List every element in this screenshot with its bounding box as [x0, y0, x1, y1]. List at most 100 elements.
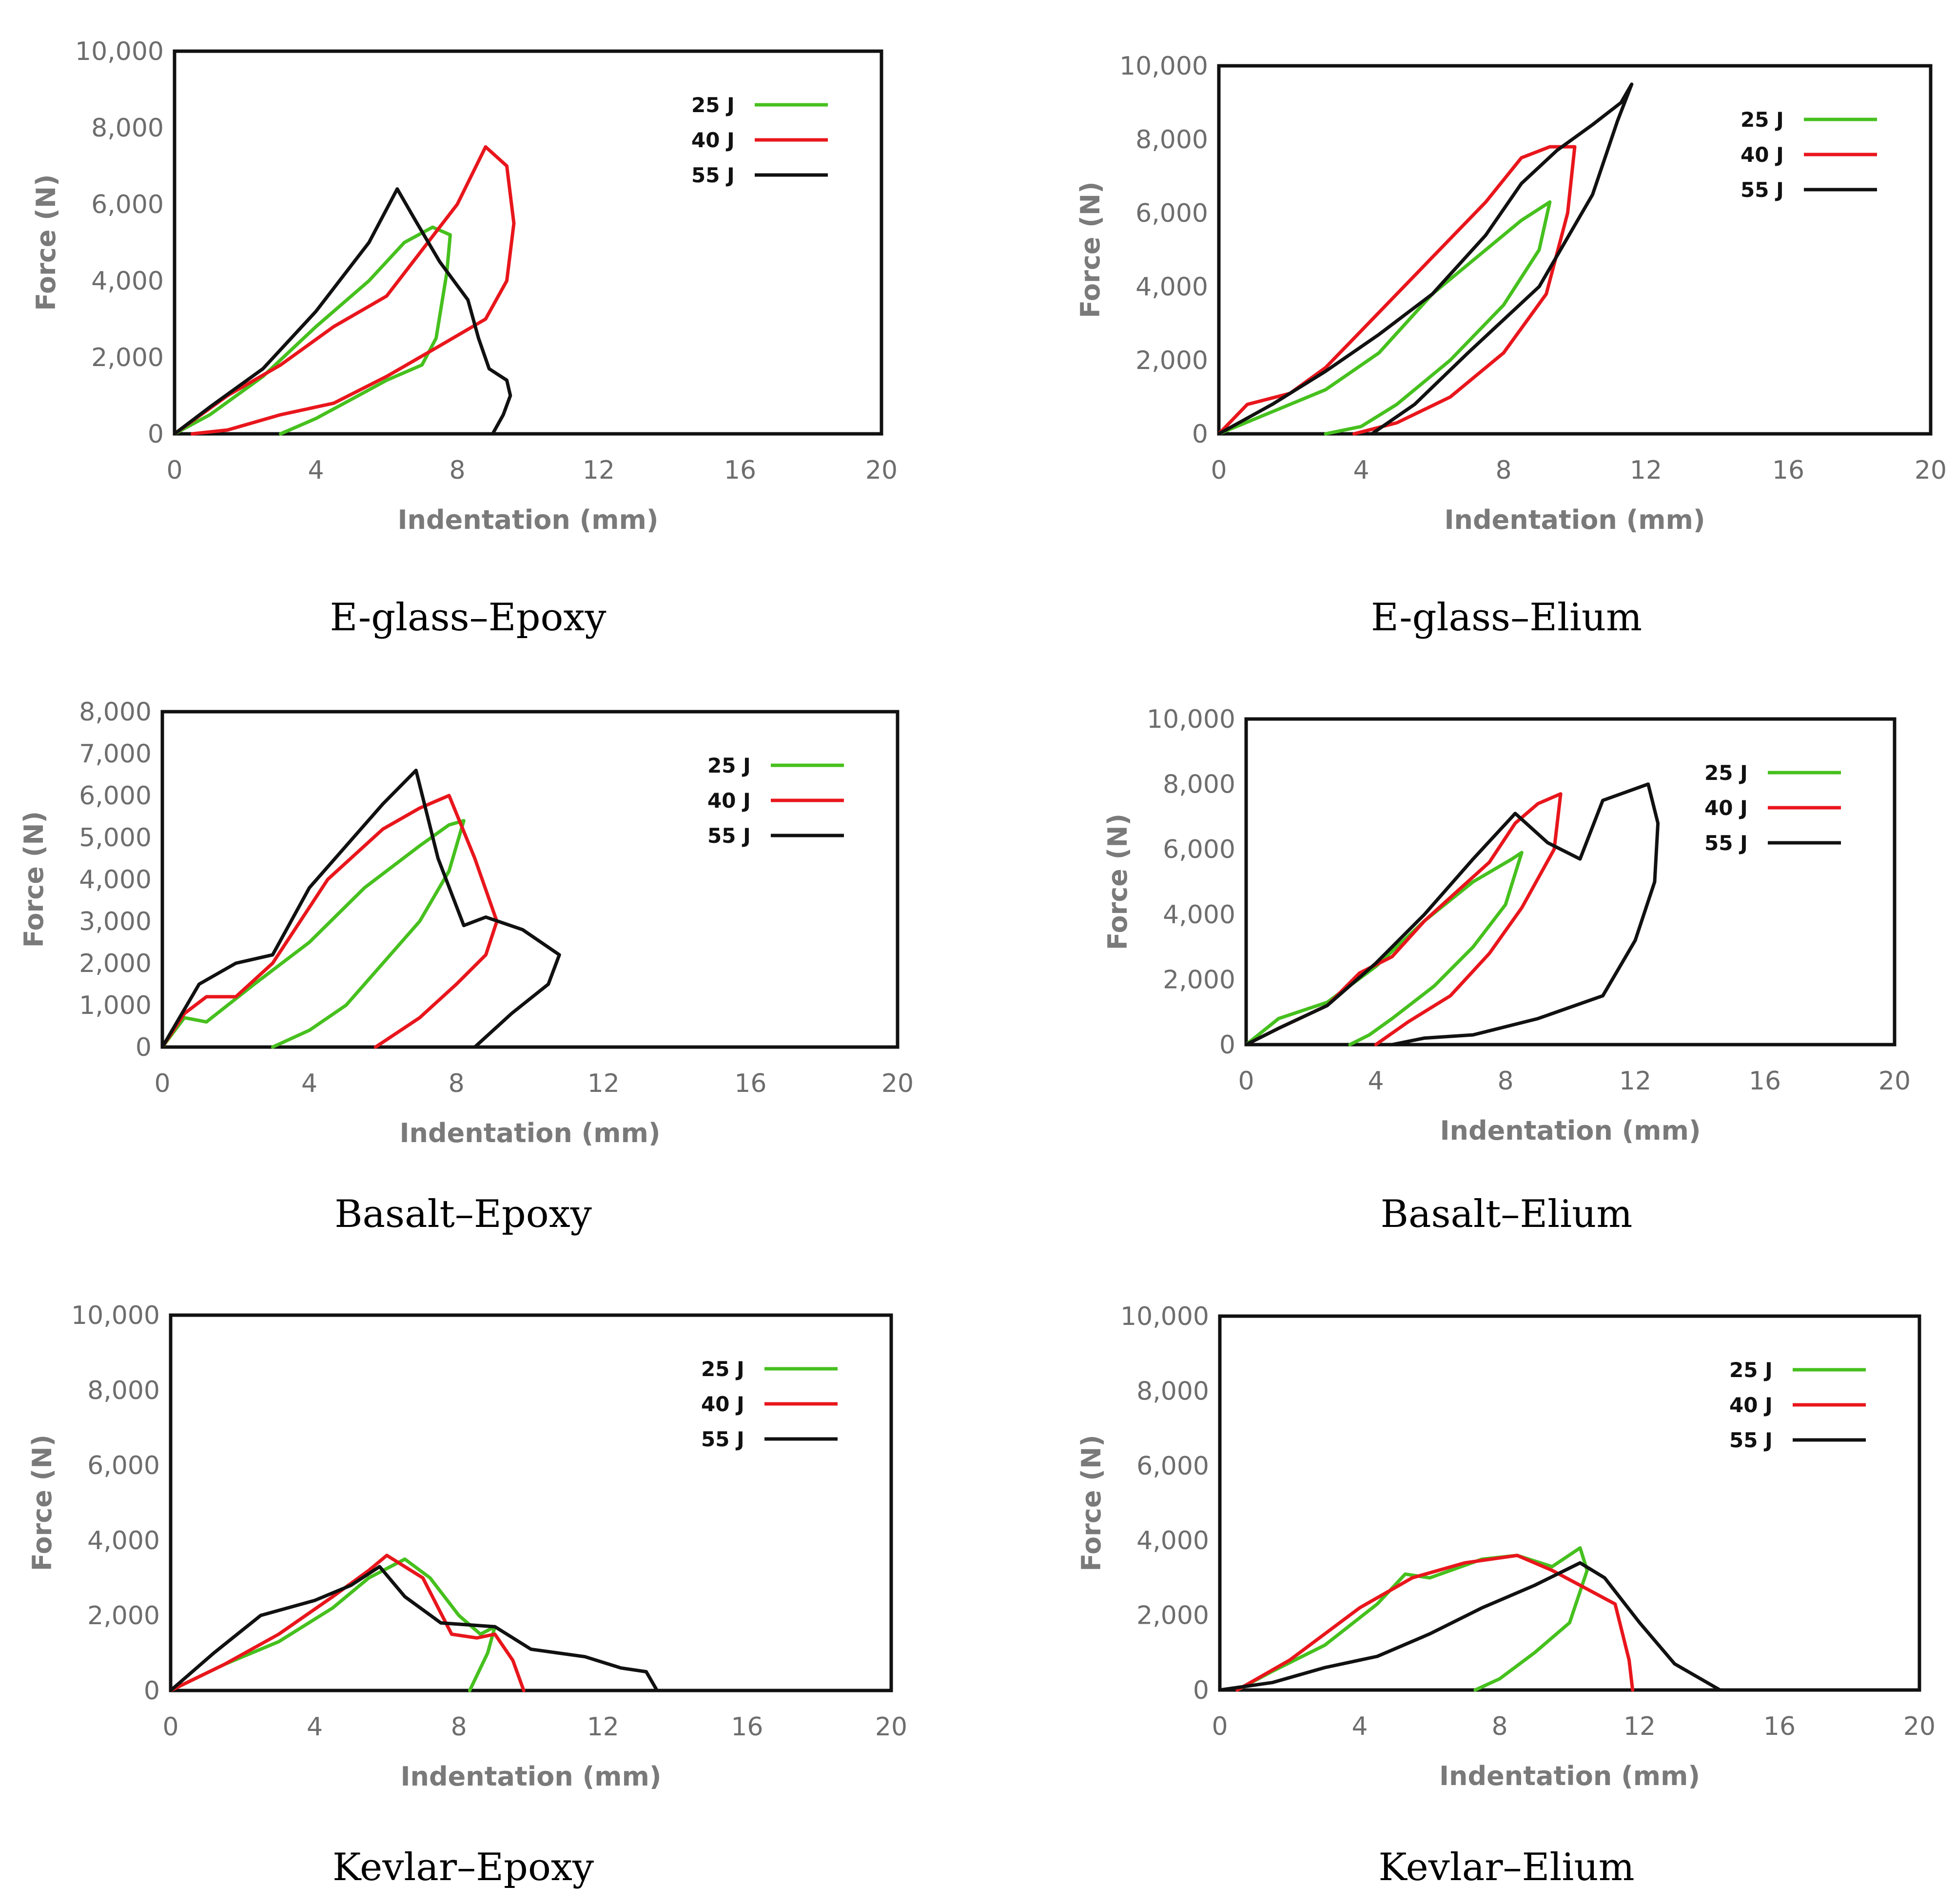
chart0-y-tick-label: 2,000: [91, 343, 164, 372]
chart2-x-tick-label: 12: [587, 1069, 620, 1098]
chart4-y-tick-label: 0: [144, 1676, 160, 1706]
chart2-y-axis-title: Force (N): [19, 811, 49, 948]
chart3-series-55-j: [1244, 782, 1660, 1047]
chart2-y-tick-label: 2,000: [79, 949, 152, 978]
chart2-y-tick-label: 8,000: [79, 698, 152, 727]
chart0-x-tick-label: 8: [449, 456, 465, 485]
chart1-series-25-j: [1217, 200, 1552, 436]
chart2-y-tick-label: 1,000: [79, 991, 152, 1020]
chart1-y-tick-label: 4,000: [1135, 272, 1208, 302]
chart0-series-55-j: [173, 187, 512, 436]
panel-basalt-epoxy: 0 1,000 2,000 3,000 4,000 5,000 6,000 7,000 8,00…: [0, 0, 978, 1219]
chart4-y-tick-label: 6,000: [87, 1451, 160, 1480]
chart4-x-tick-label: 16: [731, 1712, 763, 1742]
chart5-y-tick-label: 2,000: [1136, 1601, 1209, 1631]
chart4-y-axis-title: Force (N): [27, 1435, 58, 1571]
caption-e-glass-elium: E-glass–Elium: [1370, 596, 1643, 640]
chart1-x-tick-label: 4: [1353, 456, 1369, 485]
chart1-y-tick-label: 2,000: [1135, 346, 1208, 375]
chart2-x-tick-label: 0: [154, 1069, 170, 1098]
chart3-x-tick-label: 0: [1238, 1067, 1254, 1096]
chart2-y-tick-label: 6,000: [79, 781, 152, 811]
chart4-legend-label: 40 J: [701, 1392, 744, 1416]
chart-e-glass-elium: 0 2,000 4,000 6,000 8,000 10,000 0 4 8 12 16 20 Inde…: [1075, 52, 1947, 535]
chart3-y-tick-label: 6,000: [1163, 835, 1235, 864]
chart2-x-axis-title: Indentation (mm): [399, 1118, 660, 1148]
chart0-y-tick-label: 6,000: [91, 190, 164, 219]
chart1-y-tick-label: 8,000: [1135, 125, 1208, 155]
chart2-legend-label: 25 J: [707, 754, 751, 777]
chart0-x-tick-label: 4: [308, 456, 324, 485]
chart1-x-tick-label: 12: [1630, 456, 1662, 485]
chart4-y-tick-label: 10,000: [71, 1301, 160, 1330]
chart3-y-tick-label: 10,000: [1147, 705, 1235, 734]
caption-kevlar-epoxy: Kevlar–Epoxy: [332, 1846, 594, 1889]
chart0-legend-label: 40 J: [691, 128, 735, 152]
chart1-legend-label: 55 J: [1741, 178, 1784, 202]
chart3-x-tick-label: 12: [1619, 1067, 1651, 1096]
chart4-y-tick-label: 2,000: [87, 1601, 160, 1631]
chart5-x-axis-title: Indentation (mm): [1439, 1761, 1700, 1791]
panel-kevlar-epoxy: 0 2,000 4,000 6,000 8,000 10,000 0 4 8 12 16 20 Inde…: [27, 1301, 907, 1792]
chart3-legend-label: 55 J: [1704, 831, 1748, 855]
chart0-plot-frame: [173, 49, 883, 436]
chart4-legend-label: 25 J: [701, 1357, 744, 1381]
chart4-x-tick-label: 8: [451, 1712, 467, 1742]
chart4-plot-frame: [169, 1313, 893, 1692]
chart5-legend-label: 55 J: [1729, 1428, 1773, 1452]
chart5-y-tick-label: 4,000: [1136, 1526, 1209, 1555]
chart5-x-tick-label: 0: [1212, 1712, 1228, 1741]
chart0-y-tick-label: 0: [148, 420, 164, 449]
chart3-y-axis-title: Force (N): [1102, 814, 1133, 950]
chart0-y-tick-label: 8,000: [91, 114, 164, 143]
chart4-series-55-j: [169, 1565, 659, 1692]
chart2-series-55-j: [160, 768, 561, 1049]
chart1-plot-frame: [1217, 64, 1933, 436]
chart5-legend-label: 25 J: [1729, 1358, 1773, 1382]
chart1-x-tick-label: 0: [1211, 456, 1227, 485]
chart5-x-tick-label: 20: [1903, 1712, 1936, 1741]
chart3-x-axis-title: Indentation (mm): [1440, 1115, 1701, 1146]
chart1-series-55-j: [1217, 82, 1634, 436]
chart1-x-tick-label: 8: [1495, 456, 1511, 485]
chart5-plot-frame: [1218, 1314, 1921, 1692]
chart0-series-40-j: [173, 145, 516, 436]
chart3-y-tick-label: 4,000: [1163, 900, 1235, 930]
chart5-x-tick-label: 16: [1763, 1712, 1796, 1741]
chart-basalt-elium: 0 2,000 4,000 6,000 8,000 10,000 0 4 8 12 16 20 Inde…: [1102, 705, 1911, 1146]
chart5-y-tick-label: 10,000: [1120, 1302, 1209, 1331]
chart-basalt-epoxy: 0 1,000 2,000 3,000 4,000 5,000 6,000 7,000 8,00…: [19, 698, 914, 1148]
chart5-y-tick-label: 0: [1193, 1676, 1209, 1705]
chart0-legend-label: 55 J: [691, 163, 735, 187]
chart2-x-tick-label: 16: [734, 1069, 766, 1098]
chart3-y-tick-label: 2,000: [1163, 965, 1235, 994]
chart5-x-tick-label: 8: [1491, 1712, 1507, 1741]
chart0-x-tick-label: 20: [865, 456, 898, 485]
chart1-y-tick-label: 6,000: [1135, 199, 1208, 228]
chart-kevlar-epoxy: 0 2,000 4,000 6,000 8,000 10,000 0 4 8 12 16 20 Inde…: [27, 1301, 907, 1792]
chart0-y-tick-label: 4,000: [91, 267, 164, 296]
chart2-legend-label: 40 J: [707, 789, 751, 813]
chart3-legend-label: 40 J: [1704, 796, 1748, 820]
chart2-x-tick-label: 8: [449, 1069, 465, 1098]
chart3-series-40-j: [1244, 792, 1563, 1047]
chart5-y-tick-label: 6,000: [1136, 1452, 1209, 1481]
chart3-x-tick-label: 16: [1749, 1067, 1781, 1096]
chart4-x-tick-label: 0: [162, 1712, 178, 1742]
chart1-legend-label: 40 J: [1741, 143, 1784, 167]
chart0-y-tick-label: 10,000: [75, 37, 164, 66]
chart0-x-tick-label: 12: [583, 456, 615, 485]
chart5-legend-label: 40 J: [1729, 1393, 1773, 1417]
chart2-y-tick-label: 3,000: [79, 907, 152, 936]
chart4-x-axis-title: Indentation (mm): [400, 1761, 661, 1792]
caption-kevlar-elium: Kevlar–Elium: [1378, 1846, 1635, 1889]
chart2-x-tick-label: 20: [881, 1069, 914, 1098]
chart4-y-tick-label: 4,000: [87, 1526, 160, 1555]
chart2-plot-frame: [160, 710, 900, 1049]
chart3-y-tick-label: 8,000: [1163, 770, 1235, 799]
chart-e-glass-epoxy: 0 2,000 4,000 6,000 8,000 10,000 0 4 8 12 16 20 Inde…: [31, 37, 898, 535]
chart0-x-tick-label: 0: [166, 456, 182, 485]
chart1-legend-label: 25 J: [1741, 108, 1784, 132]
